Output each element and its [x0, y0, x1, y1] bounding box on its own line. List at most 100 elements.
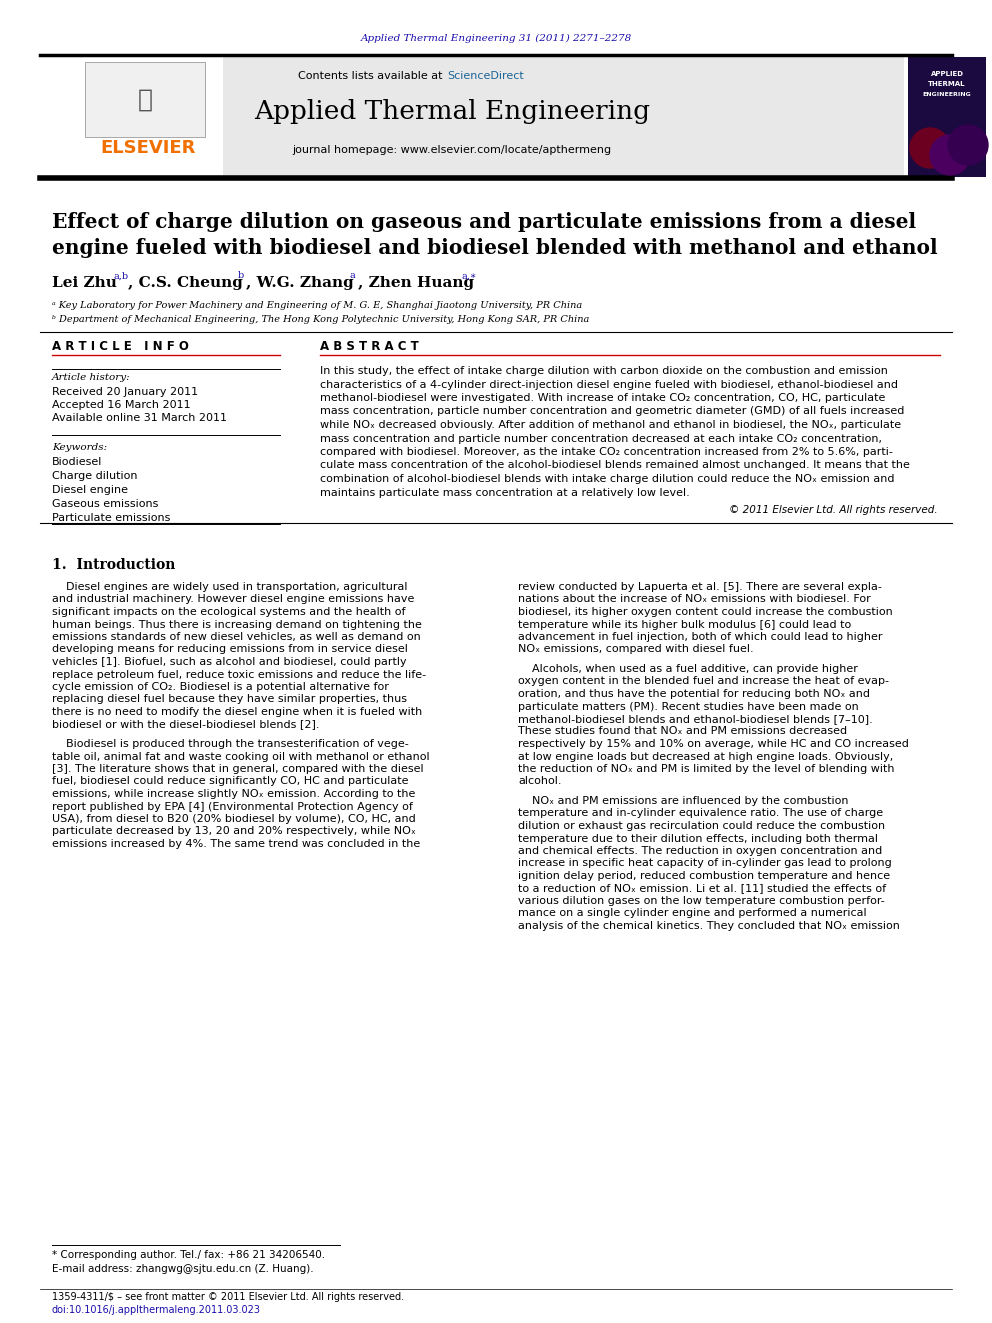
Text: ignition delay period, reduced combustion temperature and hence: ignition delay period, reduced combustio…: [518, 871, 890, 881]
Text: Diesel engines are widely used in transportation, agricultural: Diesel engines are widely used in transp…: [52, 582, 408, 591]
Text: emissions increased by 4%. The same trend was concluded in the: emissions increased by 4%. The same tren…: [52, 839, 421, 849]
Text: 🌳: 🌳: [138, 89, 153, 112]
Text: , Zhen Huang: , Zhen Huang: [358, 277, 474, 290]
Text: Biodiesel is produced through the transesterification of vege-: Biodiesel is produced through the transe…: [52, 740, 409, 749]
Text: ENGINEERING: ENGINEERING: [923, 91, 971, 97]
Text: advancement in fuel injection, both of which could lead to higher: advancement in fuel injection, both of w…: [518, 632, 883, 642]
Text: Gaseous emissions: Gaseous emissions: [52, 499, 159, 509]
Text: Applied Thermal Engineering 31 (2011) 2271–2278: Applied Thermal Engineering 31 (2011) 22…: [360, 33, 632, 42]
Text: Contents lists available at: Contents lists available at: [298, 71, 446, 81]
Text: [3]. The literature shows that in general, compared with the diesel: [3]. The literature shows that in genera…: [52, 763, 424, 774]
Text: © 2011 Elsevier Ltd. All rights reserved.: © 2011 Elsevier Ltd. All rights reserved…: [729, 505, 938, 515]
Text: dilution or exhaust gas recirculation could reduce the combustion: dilution or exhaust gas recirculation co…: [518, 822, 885, 831]
Text: engine fueled with biodiesel and biodiesel blended with methanol and ethanol: engine fueled with biodiesel and biodies…: [52, 238, 937, 258]
Text: characteristics of a 4-cylinder direct-injection diesel engine fueled with biodi: characteristics of a 4-cylinder direct-i…: [320, 380, 898, 389]
Text: mass concentration and particle number concentration decreased at each intake CO: mass concentration and particle number c…: [320, 434, 882, 443]
Text: Received 20 January 2011: Received 20 January 2011: [52, 388, 198, 397]
Text: vehicles [1]. Biofuel, such as alcohol and biodiesel, could partly: vehicles [1]. Biofuel, such as alcohol a…: [52, 658, 407, 667]
Text: A B S T R A C T: A B S T R A C T: [320, 340, 419, 353]
Text: compared with biodiesel. Moreover, as the intake CO₂ concentration increased fro: compared with biodiesel. Moreover, as th…: [320, 447, 893, 456]
Text: to a reduction of NOₓ emission. Li et al. [11] studied the effects of: to a reduction of NOₓ emission. Li et al…: [518, 884, 886, 893]
Bar: [78, 57, 223, 177]
Text: journal homepage: www.elsevier.com/locate/apthermeng: journal homepage: www.elsevier.com/locat…: [293, 146, 611, 155]
Text: a,b: a,b: [114, 271, 129, 280]
Text: E-mail address: zhangwg@sjtu.edu.cn (Z. Huang).: E-mail address: zhangwg@sjtu.edu.cn (Z. …: [52, 1263, 313, 1274]
Text: ᵃ Key Laboratory for Power Machinery and Engineering of M. G. E, Shanghai Jiaoto: ᵃ Key Laboratory for Power Machinery and…: [52, 300, 582, 310]
Text: nations about the increase of NOₓ emissions with biodiesel. For: nations about the increase of NOₓ emissi…: [518, 594, 871, 605]
Text: doi:10.1016/j.applthermaleng.2011.03.023: doi:10.1016/j.applthermaleng.2011.03.023: [52, 1304, 261, 1315]
Text: replacing diesel fuel because they have similar properties, thus: replacing diesel fuel because they have …: [52, 695, 407, 705]
Text: there is no need to modify the diesel engine when it is fueled with: there is no need to modify the diesel en…: [52, 706, 423, 717]
Text: oration, and thus have the potential for reducing both NOₓ and: oration, and thus have the potential for…: [518, 689, 870, 699]
Text: alcohol.: alcohol.: [518, 777, 561, 786]
Text: human beings. Thus there is increasing demand on tightening the: human beings. Thus there is increasing d…: [52, 619, 422, 630]
Text: biodiesel or with the diesel-biodiesel blends [2].: biodiesel or with the diesel-biodiesel b…: [52, 720, 319, 729]
Text: Diesel engine: Diesel engine: [52, 486, 128, 495]
Text: ᵇ Department of Mechanical Engineering, The Hong Kong Polytechnic University, Ho: ᵇ Department of Mechanical Engineering, …: [52, 315, 589, 324]
Text: fuel, biodiesel could reduce significantly CO, HC and particulate: fuel, biodiesel could reduce significant…: [52, 777, 409, 786]
Text: THERMAL: THERMAL: [929, 81, 966, 87]
Text: b: b: [238, 271, 244, 280]
Circle shape: [930, 135, 970, 175]
Text: and industrial machinery. However diesel engine emissions have: and industrial machinery. However diesel…: [52, 594, 415, 605]
Text: In this study, the effect of intake charge dilution with carbon dioxide on the c: In this study, the effect of intake char…: [320, 366, 888, 376]
Text: maintains particulate mass concentration at a relatively low level.: maintains particulate mass concentration…: [320, 487, 689, 497]
Text: Particulate emissions: Particulate emissions: [52, 513, 171, 523]
Text: , W.G. Zhang: , W.G. Zhang: [246, 277, 354, 290]
Text: biodiesel, its higher oxygen content could increase the combustion: biodiesel, its higher oxygen content cou…: [518, 607, 893, 617]
Circle shape: [910, 128, 950, 168]
Text: combination of alcohol-biodiesel blends with intake charge dilution could reduce: combination of alcohol-biodiesel blends …: [320, 474, 895, 484]
Text: , C.S. Cheung: , C.S. Cheung: [128, 277, 243, 290]
Text: temperature due to their dilution effects, including both thermal: temperature due to their dilution effect…: [518, 833, 878, 844]
Text: methanol-biodiesel blends and ethanol-biodiesel blends [7–10].: methanol-biodiesel blends and ethanol-bi…: [518, 714, 873, 724]
Text: USA), from diesel to B20 (20% biodiesel by volume), CO, HC, and: USA), from diesel to B20 (20% biodiesel …: [52, 814, 416, 824]
Text: 1.  Introduction: 1. Introduction: [52, 558, 176, 572]
Text: a: a: [350, 271, 356, 280]
Text: mass concentration, particle number concentration and geometric diameter (GMD) o: mass concentration, particle number conc…: [320, 406, 905, 417]
Text: and chemical effects. The reduction in oxygen concentration and: and chemical effects. The reduction in o…: [518, 845, 882, 856]
Text: oxygen content in the blended fuel and increase the heat of evap-: oxygen content in the blended fuel and i…: [518, 676, 889, 687]
Text: A R T I C L E   I N F O: A R T I C L E I N F O: [52, 340, 188, 353]
Text: Keywords:: Keywords:: [52, 443, 107, 452]
Text: various dilution gases on the low temperature combustion perfor-: various dilution gases on the low temper…: [518, 896, 885, 906]
Text: report published by EPA [4] (Environmental Protection Agency of: report published by EPA [4] (Environment…: [52, 802, 413, 811]
Bar: [78, 57, 904, 177]
Text: 1359-4311/$ – see front matter © 2011 Elsevier Ltd. All rights reserved.: 1359-4311/$ – see front matter © 2011 El…: [52, 1293, 404, 1302]
Text: the reduction of NOₓ and PM is limited by the level of blending with: the reduction of NOₓ and PM is limited b…: [518, 763, 895, 774]
Text: particulate matters (PM). Recent studies have been made on: particulate matters (PM). Recent studies…: [518, 701, 859, 712]
Text: * Corresponding author. Tel./ fax: +86 21 34206540.: * Corresponding author. Tel./ fax: +86 2…: [52, 1250, 325, 1259]
Text: emissions, while increase slightly NOₓ emission. According to the: emissions, while increase slightly NOₓ e…: [52, 789, 416, 799]
Text: methanol-biodiesel were investigated. With increase of intake CO₂ concentration,: methanol-biodiesel were investigated. Wi…: [320, 393, 886, 404]
Text: emissions standards of new diesel vehicles, as well as demand on: emissions standards of new diesel vehicl…: [52, 632, 421, 642]
Text: replace petroleum fuel, reduce toxic emissions and reduce the life-: replace petroleum fuel, reduce toxic emi…: [52, 669, 427, 680]
Text: mance on a single cylinder engine and performed a numerical: mance on a single cylinder engine and pe…: [518, 909, 867, 918]
Text: while NOₓ decreased obviously. After addition of methanol and ethanol in biodies: while NOₓ decreased obviously. After add…: [320, 419, 901, 430]
Text: review conducted by Lapuerta et al. [5]. There are several expla-: review conducted by Lapuerta et al. [5].…: [518, 582, 882, 591]
Text: respectively by 15% and 10% on average, while HC and CO increased: respectively by 15% and 10% on average, …: [518, 740, 909, 749]
Text: at low engine loads but decreased at high engine loads. Obviously,: at low engine loads but decreased at hig…: [518, 751, 893, 762]
Text: analysis of the chemical kinetics. They concluded that NOₓ emission: analysis of the chemical kinetics. They …: [518, 921, 900, 931]
Text: Effect of charge dilution on gaseous and particulate emissions from a diesel: Effect of charge dilution on gaseous and…: [52, 212, 917, 232]
Text: a,∗: a,∗: [462, 271, 477, 280]
Text: Applied Thermal Engineering: Applied Thermal Engineering: [254, 99, 650, 124]
Text: ELSEVIER: ELSEVIER: [100, 139, 195, 157]
Text: increase in specific heat capacity of in-cylinder gas lead to prolong: increase in specific heat capacity of in…: [518, 859, 892, 868]
Text: culate mass concentration of the alcohol-biodiesel blends remained almost unchan: culate mass concentration of the alcohol…: [320, 460, 910, 471]
Text: Accepted 16 March 2011: Accepted 16 March 2011: [52, 400, 190, 410]
Text: ScienceDirect: ScienceDirect: [447, 71, 524, 81]
Text: Available online 31 March 2011: Available online 31 March 2011: [52, 413, 227, 423]
Text: developing means for reducing emissions from in service diesel: developing means for reducing emissions …: [52, 644, 408, 655]
Text: Lei Zhu: Lei Zhu: [52, 277, 117, 290]
Text: particulate decreased by 13, 20 and 20% respectively, while NOₓ: particulate decreased by 13, 20 and 20% …: [52, 827, 416, 836]
Text: Alcohols, when used as a fuel additive, can provide higher: Alcohols, when used as a fuel additive, …: [518, 664, 858, 673]
Text: NOₓ emissions, compared with diesel fuel.: NOₓ emissions, compared with diesel fuel…: [518, 644, 754, 655]
Text: significant impacts on the ecological systems and the health of: significant impacts on the ecological sy…: [52, 607, 406, 617]
Text: table oil, animal fat and waste cooking oil with methanol or ethanol: table oil, animal fat and waste cooking …: [52, 751, 430, 762]
Text: APPLIED: APPLIED: [930, 71, 963, 77]
Text: Article history:: Article history:: [52, 373, 131, 382]
Text: Biodiesel: Biodiesel: [52, 456, 102, 467]
Bar: [85, 62, 205, 138]
Text: temperature and in-cylinder equivalence ratio. The use of charge: temperature and in-cylinder equivalence …: [518, 808, 883, 819]
Text: NOₓ and PM emissions are influenced by the combustion: NOₓ and PM emissions are influenced by t…: [518, 796, 848, 806]
Text: cycle emission of CO₂. Biodiesel is a potential alternative for: cycle emission of CO₂. Biodiesel is a po…: [52, 681, 389, 692]
